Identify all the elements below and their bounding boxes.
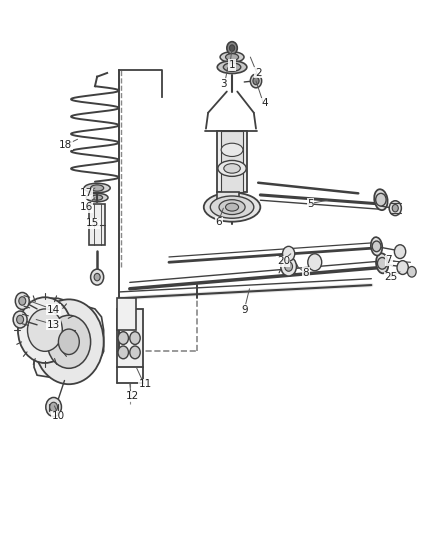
Polygon shape [34, 298, 104, 378]
Circle shape [281, 257, 297, 276]
Text: 4: 4 [261, 98, 268, 108]
Ellipse shape [92, 195, 102, 200]
Circle shape [28, 309, 62, 351]
Ellipse shape [86, 193, 108, 202]
Text: 7: 7 [385, 255, 392, 265]
Ellipse shape [224, 164, 240, 173]
Circle shape [58, 329, 79, 354]
Text: 3: 3 [220, 78, 226, 88]
Circle shape [308, 254, 322, 271]
Circle shape [227, 42, 237, 54]
Circle shape [118, 346, 128, 359]
Text: 18: 18 [59, 140, 72, 150]
Circle shape [130, 332, 140, 344]
Text: 13: 13 [47, 320, 60, 330]
Circle shape [13, 311, 27, 328]
Circle shape [46, 398, 61, 417]
Bar [221, 131, 243, 192]
Bar [117, 298, 136, 330]
Ellipse shape [376, 253, 389, 273]
Circle shape [392, 205, 398, 212]
Circle shape [230, 45, 235, 51]
Circle shape [15, 293, 29, 310]
Circle shape [118, 332, 128, 344]
Ellipse shape [219, 200, 245, 215]
Text: 6: 6 [215, 217, 223, 228]
Text: 2: 2 [255, 68, 261, 78]
Circle shape [283, 246, 295, 261]
Circle shape [47, 316, 91, 368]
Circle shape [285, 262, 293, 271]
Text: 8: 8 [303, 268, 309, 278]
Circle shape [94, 273, 100, 281]
Ellipse shape [210, 196, 254, 218]
Circle shape [130, 346, 140, 359]
Circle shape [251, 74, 261, 88]
Circle shape [17, 316, 24, 324]
Circle shape [376, 193, 386, 206]
Circle shape [49, 402, 57, 412]
Text: 14: 14 [47, 305, 60, 315]
Circle shape [407, 266, 416, 277]
Ellipse shape [217, 61, 247, 74]
Ellipse shape [91, 185, 104, 191]
Ellipse shape [371, 237, 382, 255]
Circle shape [34, 300, 104, 384]
Circle shape [394, 245, 406, 259]
Circle shape [372, 241, 381, 252]
Ellipse shape [84, 183, 110, 193]
Ellipse shape [204, 192, 260, 222]
Circle shape [397, 261, 408, 274]
Text: 11: 11 [138, 379, 152, 389]
Ellipse shape [218, 160, 246, 176]
Text: 25: 25 [384, 272, 398, 282]
Circle shape [19, 297, 26, 305]
Circle shape [253, 77, 259, 85]
Ellipse shape [223, 63, 241, 71]
Ellipse shape [226, 203, 239, 211]
Bar [89, 204, 105, 245]
Bar [217, 192, 239, 208]
Text: 9: 9 [242, 305, 248, 315]
Bar [117, 309, 143, 367]
Ellipse shape [374, 189, 388, 210]
Text: 15: 15 [86, 218, 99, 228]
Circle shape [18, 297, 72, 363]
Text: 12: 12 [125, 391, 138, 401]
Circle shape [91, 269, 104, 285]
Text: 10: 10 [51, 411, 64, 421]
Bar [217, 131, 247, 192]
Text: 20: 20 [277, 256, 290, 266]
Circle shape [389, 201, 401, 216]
Text: 17: 17 [80, 188, 93, 198]
Circle shape [378, 257, 387, 269]
Ellipse shape [226, 54, 239, 61]
Ellipse shape [220, 52, 244, 62]
Text: 5: 5 [307, 199, 314, 209]
Text: 1: 1 [229, 60, 235, 70]
Text: 16: 16 [80, 202, 93, 212]
Ellipse shape [221, 143, 243, 157]
